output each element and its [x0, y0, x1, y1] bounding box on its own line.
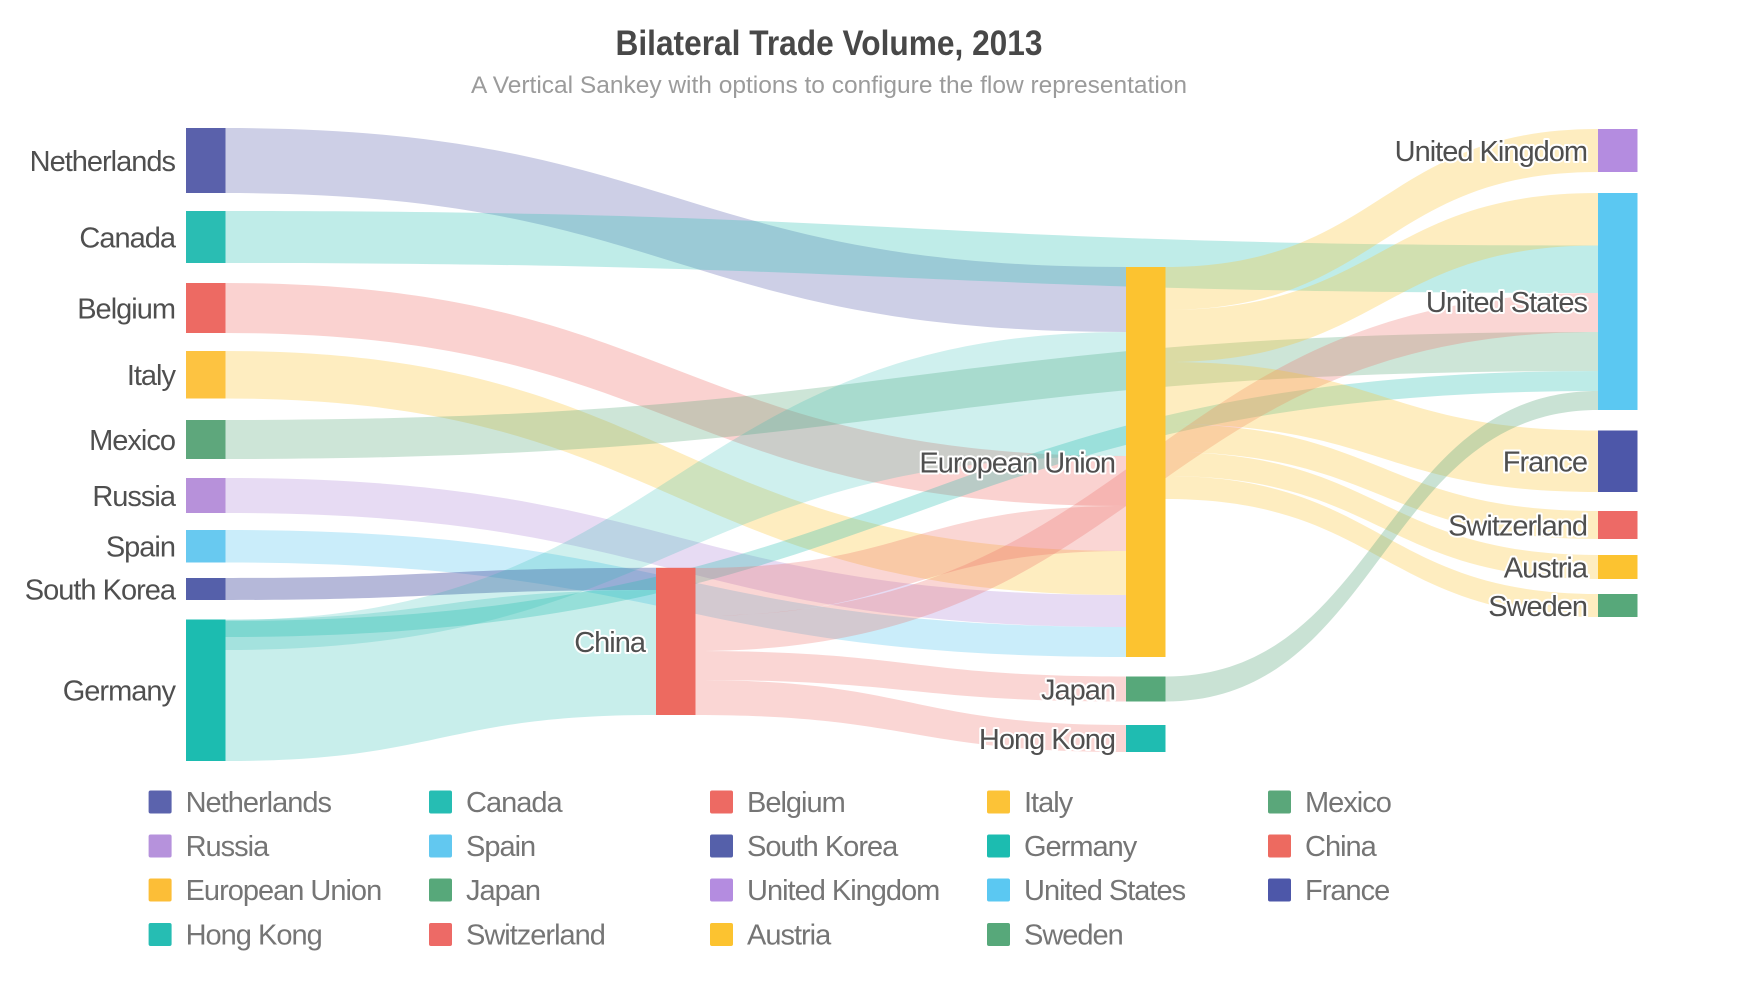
svg-text:South Korea: South Korea	[25, 575, 177, 607]
svg-text:Switzerland: Switzerland	[1448, 511, 1587, 543]
svg-text:Canada: Canada	[79, 223, 176, 255]
svg-text:Russia: Russia	[92, 481, 177, 513]
svg-text:United Kingdom: United Kingdom	[1395, 136, 1587, 168]
svg-text:Austria: Austria	[747, 920, 832, 952]
svg-text:European Union: European Union	[186, 875, 382, 907]
svg-text:European Union: European Union	[919, 448, 1115, 480]
svg-text:United States: United States	[1024, 875, 1186, 907]
svg-text:France: France	[1305, 875, 1389, 907]
svg-text:China: China	[574, 627, 647, 659]
svg-text:Spain: Spain	[466, 831, 535, 863]
svg-text:Sweden: Sweden	[1024, 920, 1123, 952]
svg-text:Netherlands: Netherlands	[186, 787, 332, 819]
svg-text:Mexico: Mexico	[1305, 787, 1391, 819]
svg-text:Hong Kong: Hong Kong	[979, 724, 1115, 756]
svg-text:Belgium: Belgium	[747, 787, 845, 819]
svg-text:Italy: Italy	[127, 360, 177, 392]
svg-text:A Vertical Sankey with options: A Vertical Sankey with options to config…	[471, 72, 1187, 99]
svg-text:Italy: Italy	[1024, 787, 1074, 819]
svg-text:Netherlands: Netherlands	[30, 146, 176, 178]
svg-text:Spain: Spain	[106, 532, 175, 564]
svg-text:Sweden: Sweden	[1488, 591, 1587, 623]
svg-text:South Korea: South Korea	[747, 831, 899, 863]
svg-text:Mexico: Mexico	[89, 425, 175, 457]
svg-text:Germany: Germany	[1024, 831, 1138, 863]
svg-text:Austria: Austria	[1504, 553, 1589, 585]
svg-text:Germany: Germany	[63, 676, 177, 708]
svg-text:Russia: Russia	[186, 831, 271, 863]
svg-text:United States: United States	[1426, 287, 1588, 319]
svg-text:Belgium: Belgium	[77, 294, 175, 326]
svg-text:Canada: Canada	[466, 787, 563, 819]
svg-text:United Kingdom: United Kingdom	[747, 875, 939, 907]
svg-text:Japan: Japan	[1041, 675, 1115, 707]
svg-text:China: China	[1305, 831, 1378, 863]
svg-text:Hong Kong: Hong Kong	[186, 920, 322, 952]
svg-text:Switzerland: Switzerland	[466, 920, 605, 952]
svg-text:Japan: Japan	[466, 875, 540, 907]
svg-text:France: France	[1503, 447, 1587, 479]
svg-text:Bilateral Trade Volume, 2013: Bilateral Trade Volume, 2013	[616, 24, 1043, 63]
